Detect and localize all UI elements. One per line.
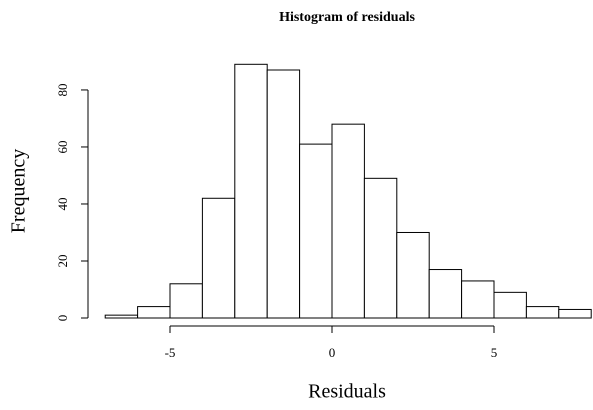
bar [331,123,365,319]
bar [363,177,398,319]
y-tick-label: 40 [55,197,70,210]
bar [104,314,139,319]
bar [525,306,560,319]
bar [558,308,592,319]
bar [299,143,333,319]
x-tick-label: -5 [165,345,176,360]
y-tick-label: 60 [55,140,70,153]
y-tick-label: 20 [55,254,70,267]
bar [396,231,430,319]
bar [201,197,236,319]
bar [493,291,527,319]
bar [428,269,463,319]
x-tick-label: 5 [491,345,498,360]
bar [169,283,203,319]
y-tick-label: 0 [55,315,70,322]
bar [266,69,301,319]
x-axis-title: Residuals [308,381,386,403]
bar [234,63,268,319]
bar [137,306,171,319]
bar [461,280,495,319]
y-tick-label: 80 [55,83,70,96]
y-axis-title: Frequency [8,149,30,233]
x-tick-label: 0 [329,345,336,360]
chart-title: Histogram of residuals [279,10,415,25]
